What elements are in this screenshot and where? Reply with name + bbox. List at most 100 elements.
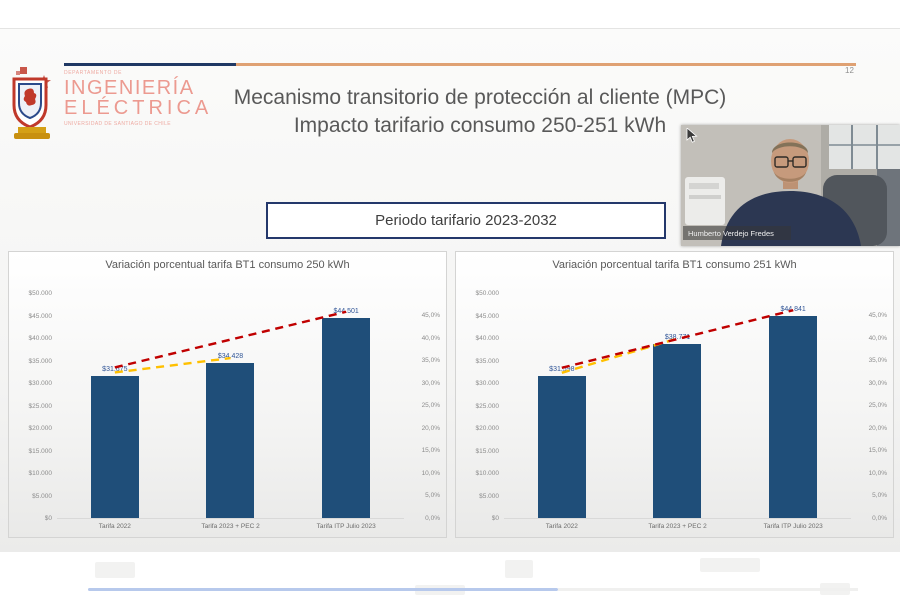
period-box: Periodo tarifario 2023-2032 bbox=[266, 202, 666, 239]
x-axis-labels: Tarifa 2022 Tarifa 2023 + PEC 2 Tarifa ITP… bbox=[504, 519, 851, 537]
trend-lines bbox=[114, 310, 347, 374]
bars-container: $31.598 $38.771 $44.841 bbox=[504, 293, 851, 518]
bar bbox=[537, 375, 586, 518]
bar-value-label: $31.598 bbox=[549, 365, 575, 373]
y-tick-percent: 40,0% bbox=[868, 334, 887, 342]
y-tick-currency: $10.000 bbox=[28, 470, 53, 477]
bar-value-label: $44.841 bbox=[780, 306, 806, 314]
logo-name-line2: ELÉCTRICA bbox=[64, 97, 213, 120]
y-tick-percent: 5,0% bbox=[872, 492, 887, 500]
y-tick-currency: $25.000 bbox=[28, 402, 53, 410]
y-tick-currency: $50.000 bbox=[28, 290, 53, 297]
bar-value-label: $31.675 bbox=[102, 365, 128, 373]
y-tick-currency: $0 bbox=[491, 515, 499, 522]
y-tick-percent: 15,0% bbox=[868, 447, 887, 455]
chart-panel-250kwh: Variación porcentual tarifa BT1 consumo … bbox=[8, 251, 447, 538]
bar-value-label: $34.428 bbox=[217, 353, 244, 361]
y-tick-currency: $30.000 bbox=[28, 380, 53, 387]
university-crest-icon bbox=[12, 67, 51, 139]
name-badge bbox=[683, 226, 791, 240]
y-axis-right: 45,0% 40,0% 35,0% 30,0% 25,0% 20,0% 15,0% 10,0%… bbox=[851, 276, 889, 537]
y-tick-currency: $35.000 bbox=[28, 357, 53, 365]
y-tick-percent: 45,0% bbox=[868, 312, 887, 319]
bar bbox=[769, 316, 818, 518]
bar bbox=[90, 375, 139, 518]
glasses-icon bbox=[774, 156, 789, 168]
y-tick-currency: $40.000 bbox=[28, 335, 53, 342]
presentation-slide: 12 DEPARTAMENTO DE INGENIERÍA ELÉCTRICA … bbox=[0, 28, 900, 552]
bar bbox=[206, 363, 255, 518]
y-tick-currency: $10.000 bbox=[475, 470, 500, 477]
y-tick-currency: $15.000 bbox=[28, 447, 53, 455]
y-tick-percent: 5,0% bbox=[425, 492, 440, 500]
y-tick-percent: 30,0% bbox=[421, 379, 440, 387]
y-tick-percent: 35,0% bbox=[868, 357, 887, 365]
y-tick-currency: $50.000 bbox=[475, 290, 500, 297]
x-category-label: Tarifa 2022 bbox=[545, 523, 578, 530]
header-rule-orange bbox=[236, 63, 856, 66]
y-tick-currency: $20.000 bbox=[28, 425, 53, 432]
ghost-control bbox=[505, 560, 533, 578]
y-tick-percent: 20,0% bbox=[421, 424, 440, 432]
logo-name-line1: INGENIERÍA bbox=[64, 77, 195, 99]
y-tick-currency: $20.000 bbox=[475, 425, 500, 432]
y-tick-percent: 25,0% bbox=[421, 402, 440, 410]
y-tick-currency: $5.000 bbox=[32, 492, 52, 500]
trend-lines bbox=[561, 309, 794, 374]
y-tick-percent: 0,0% bbox=[425, 514, 440, 522]
slide-number: 12 bbox=[845, 66, 854, 75]
bar-group: $44.501 bbox=[289, 308, 404, 518]
header-rule-navy bbox=[64, 63, 236, 66]
mouse-cursor-icon bbox=[686, 128, 698, 143]
y-tick-percent: 45,0% bbox=[421, 312, 440, 319]
webcam-name: Humberto Verdejo Fredes bbox=[688, 229, 774, 238]
x-category-label: Tarifa 2023 + PEC 2 bbox=[201, 523, 260, 530]
y-tick-currency: $45.000 bbox=[475, 312, 500, 320]
y-axis-right: 45,0% 40,0% 35,0% 30,0% 25,0% 20,0% 15,0% 10,0%… bbox=[404, 276, 442, 537]
y-tick-percent: 10,0% bbox=[868, 469, 887, 477]
webcam-overlay: Humberto Verdejo Fredes bbox=[681, 125, 900, 246]
bar bbox=[653, 343, 702, 518]
bar-group: $31.675 bbox=[58, 365, 173, 518]
y-tick-percent: 25,0% bbox=[868, 402, 887, 410]
bars-container: $31.675 $34.428 $44.501 bbox=[57, 293, 404, 518]
y-tick-percent: 0,0% bbox=[872, 514, 887, 522]
window-background bbox=[829, 125, 900, 169]
chart-panel-251kwh: Variación porcentual tarifa BT1 consumo … bbox=[455, 251, 894, 538]
ghost-control bbox=[95, 562, 135, 578]
y-tick-percent: 20,0% bbox=[868, 424, 887, 432]
y-tick-currency: $5.000 bbox=[479, 492, 499, 500]
x-category-label: Tarifa 2023 + PEC 2 bbox=[648, 523, 707, 530]
video-progress-track[interactable] bbox=[558, 588, 858, 591]
webcam-video: Humberto Verdejo Fredes bbox=[681, 125, 900, 246]
x-category-label: Tarifa ITP Julio 2023 bbox=[763, 523, 823, 530]
plot-area: $31.675 $34.428 $44.501 bbox=[57, 276, 404, 519]
y-tick-currency: $40.000 bbox=[475, 335, 500, 342]
y-tick-currency: $35.000 bbox=[475, 357, 500, 365]
slide-title-line2: Impacto tarifario consumo 250-251 kWh bbox=[293, 114, 667, 138]
x-category-label: Tarifa ITP Julio 2023 bbox=[316, 523, 376, 530]
y-tick-percent: 35,0% bbox=[421, 357, 440, 365]
trend-line bbox=[114, 310, 347, 369]
logo-text-block: DEPARTAMENTO DE INGENIERÍA ELÉCTRICA UNI… bbox=[64, 70, 244, 127]
y-tick-currency: $15.000 bbox=[475, 447, 500, 455]
y-tick-percent: 30,0% bbox=[868, 379, 887, 387]
plot-area: $31.598 $38.771 $44.841 bbox=[504, 276, 851, 519]
trend-line bbox=[114, 356, 231, 374]
bar bbox=[322, 317, 371, 518]
bar-group: $44.841 bbox=[736, 306, 851, 518]
slide-title-line1: Mecanismo transitorio de protección al c… bbox=[233, 86, 727, 109]
x-axis-labels: Tarifa 2022 Tarifa 2023 + PEC 2 Tarifa ITP… bbox=[57, 519, 404, 537]
bar-value-label: $38.771 bbox=[664, 333, 691, 341]
y-tick-percent: 40,0% bbox=[421, 334, 440, 342]
y-tick-currency: $25.000 bbox=[475, 402, 500, 410]
video-progress-bar[interactable] bbox=[88, 588, 558, 591]
chart-title: Variación porcentual tarifa BT1 consumo … bbox=[105, 259, 350, 271]
bar-group: $34.428 bbox=[173, 353, 288, 518]
y-tick-currency: $0 bbox=[44, 515, 52, 522]
y-tick-currency: $45.000 bbox=[28, 312, 53, 320]
logo-university: UNIVERSIDAD DE SANTIAGO DE CHILE bbox=[64, 121, 171, 128]
trend-line bbox=[561, 309, 794, 369]
y-tick-percent: 10,0% bbox=[421, 469, 440, 477]
y-axis-left: $50.000 $45.000 $40.000 $35.000 $30.000 $25.0… bbox=[15, 276, 57, 537]
